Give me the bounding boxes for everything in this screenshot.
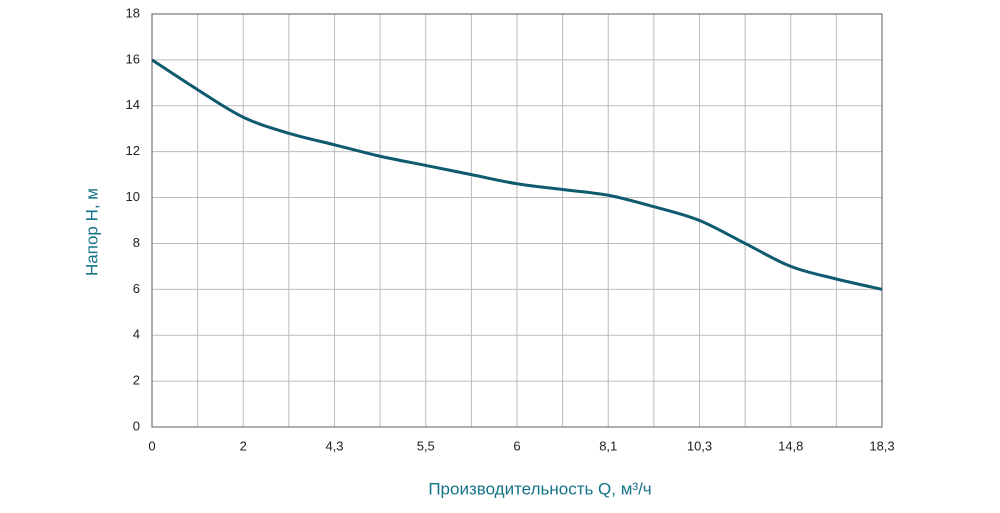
y-tick-label: 10 xyxy=(126,189,140,204)
y-tick-label: 6 xyxy=(133,281,140,296)
y-tick-label: 18 xyxy=(126,5,140,20)
x-tick-label: 5,5 xyxy=(417,438,435,453)
y-tick-label: 0 xyxy=(133,418,140,433)
y-tick-label: 2 xyxy=(133,373,140,388)
x-tick-label: 4,3 xyxy=(325,438,343,453)
y-axis-title: Напор Н, м xyxy=(82,188,101,276)
y-tick-label: 12 xyxy=(126,143,140,158)
x-tick-label: 6 xyxy=(513,438,520,453)
x-axis-title: Производительность Q, м³/ч xyxy=(428,479,651,498)
y-tick-label: 4 xyxy=(133,327,140,342)
x-tick-label: 10,3 xyxy=(687,438,712,453)
x-tick-label: 18,3 xyxy=(869,438,894,453)
plot-frame xyxy=(151,13,883,428)
x-tick-label: 14,8 xyxy=(778,438,803,453)
x-tick-label: 8,1 xyxy=(599,438,617,453)
x-tick-label: 0 xyxy=(148,438,155,453)
y-tick-label: 16 xyxy=(126,51,140,66)
x-tick-label: 2 xyxy=(240,438,247,453)
curve xyxy=(151,58,883,291)
y-tick-label: 8 xyxy=(133,235,140,250)
y-tick-label: 14 xyxy=(126,97,140,112)
